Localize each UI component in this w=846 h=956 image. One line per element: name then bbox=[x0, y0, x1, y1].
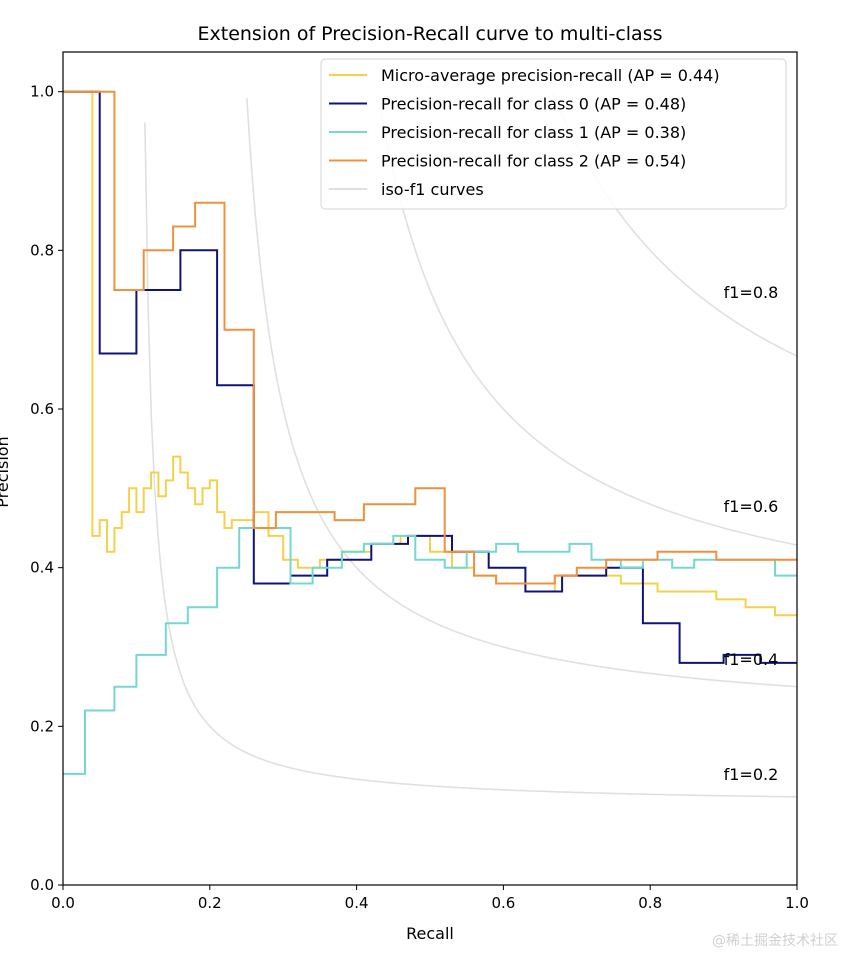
x-axis-label: Recall bbox=[406, 924, 454, 943]
series-line-1 bbox=[63, 90, 797, 664]
series-lines bbox=[63, 90, 797, 775]
iso-f1-curve-2 bbox=[377, 93, 797, 546]
y-axis-label: Precision bbox=[0, 436, 12, 507]
legend-box bbox=[320, 58, 787, 210]
legend-label-0: Micro-average precision-recall (AP = 0.4… bbox=[381, 66, 720, 85]
x-tick-label-4: 0.8 bbox=[638, 894, 662, 912]
legend-label-3: Precision-recall for class 2 (AP = 0.54) bbox=[381, 152, 686, 171]
legend: Micro-average precision-recall (AP = 0.4… bbox=[320, 58, 787, 210]
legend-label-1: Precision-recall for class 0 (AP = 0.48) bbox=[381, 95, 686, 114]
x-tick-label-0: 0.0 bbox=[51, 894, 75, 912]
series-line-0 bbox=[63, 90, 797, 617]
y-tick-label-2: 0.4 bbox=[30, 559, 54, 577]
iso-f1-label-1: f1=0.4 bbox=[724, 650, 779, 669]
y-tick-label-0: 0.0 bbox=[30, 876, 54, 894]
y-tick-label-1: 0.2 bbox=[30, 717, 54, 735]
legend-label-2: Precision-recall for class 1 (AP = 0.38) bbox=[381, 123, 686, 142]
iso-f1-curve-0 bbox=[144, 122, 797, 798]
x-axis-ticks: 0.0 0.2 0.4 0.6 0.8 1.0 bbox=[51, 885, 809, 912]
iso-f1-label-0: f1=0.2 bbox=[724, 765, 779, 784]
watermark: @稀土掘金技术社区 bbox=[712, 933, 838, 949]
y-tick-label-5: 1.0 bbox=[30, 83, 54, 101]
legend-label-4: iso-f1 curves bbox=[381, 180, 484, 199]
iso-f1-label-2: f1=0.6 bbox=[724, 497, 779, 516]
chart-title: Extension of Precision-Recall curve to m… bbox=[198, 23, 663, 45]
y-tick-label-3: 0.6 bbox=[30, 400, 54, 418]
x-tick-label-2: 0.4 bbox=[345, 894, 369, 912]
iso-f1-label-3: f1=0.8 bbox=[724, 283, 779, 302]
y-axis-ticks: 0.0 0.2 0.4 0.6 0.8 1.0 bbox=[30, 83, 63, 894]
series-line-2 bbox=[63, 527, 797, 775]
x-tick-label-3: 0.6 bbox=[491, 894, 515, 912]
series-line-3 bbox=[63, 90, 797, 585]
iso-f1-curve-1 bbox=[246, 97, 797, 688]
plot-frame bbox=[62, 51, 798, 886]
x-tick-label-5: 1.0 bbox=[785, 894, 809, 912]
x-tick-label-1: 0.2 bbox=[198, 894, 222, 912]
y-tick-label-4: 0.8 bbox=[30, 241, 54, 259]
